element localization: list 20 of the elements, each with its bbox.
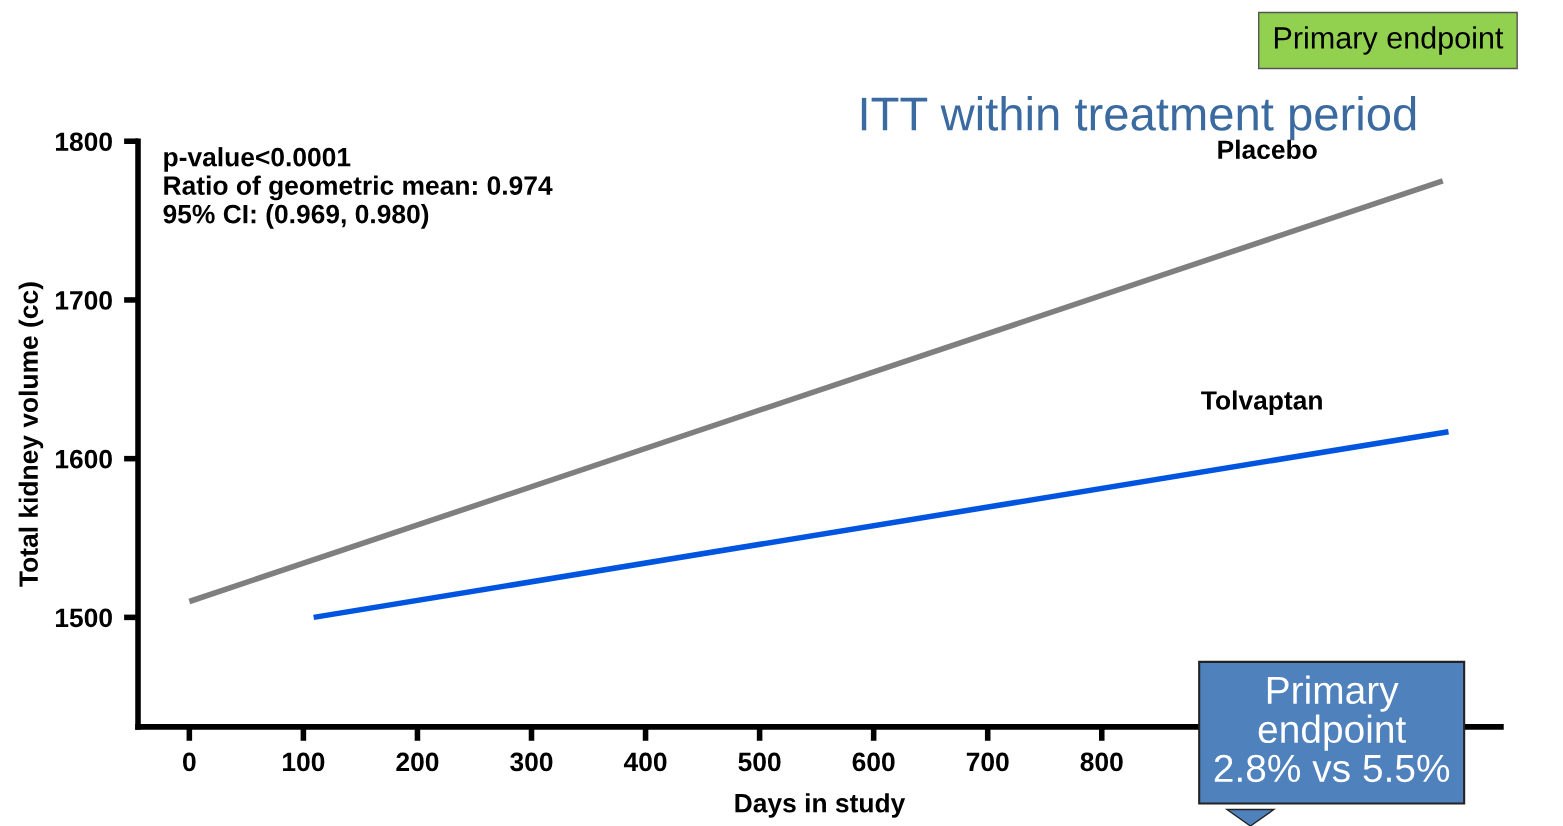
annotation: Primary endpoint 2.8% vs 5.5%	[1214, 675, 1450, 783]
x-tick-label: 700	[966, 752, 1009, 772]
text: Primary endpoint	[1274, 26, 1504, 55]
x-tick-label: 300	[510, 752, 553, 772]
x-tick-label: 800	[1080, 752, 1123, 772]
x-tick-label: 600	[852, 752, 895, 772]
x-axis-title: Days in study	[735, 793, 906, 818]
text: Placebo	[1218, 139, 1317, 160]
annotation: p-value<0.0001 Ratio of geometric mean: 0.974 95% CI: (0.969, 0.980)	[163, 147, 553, 229]
y-tick-label: 1600	[55, 449, 112, 469]
series-label: Tolvaptan	[1201, 390, 1322, 416]
y-tick-label: 1700	[55, 291, 112, 310]
x-tick-label: 400	[623, 752, 667, 772]
x-tick-label: 500	[738, 752, 781, 772]
x-tick-label: 200	[396, 752, 439, 772]
x-tick-label: 0	[183, 752, 196, 772]
y-axis-title: Total kidney volume (cc)	[18, 282, 44, 587]
x-tick-label: 100	[283, 752, 325, 772]
y-tick-label: 1500	[55, 608, 112, 628]
y-tick-label: 1800	[55, 132, 112, 152]
